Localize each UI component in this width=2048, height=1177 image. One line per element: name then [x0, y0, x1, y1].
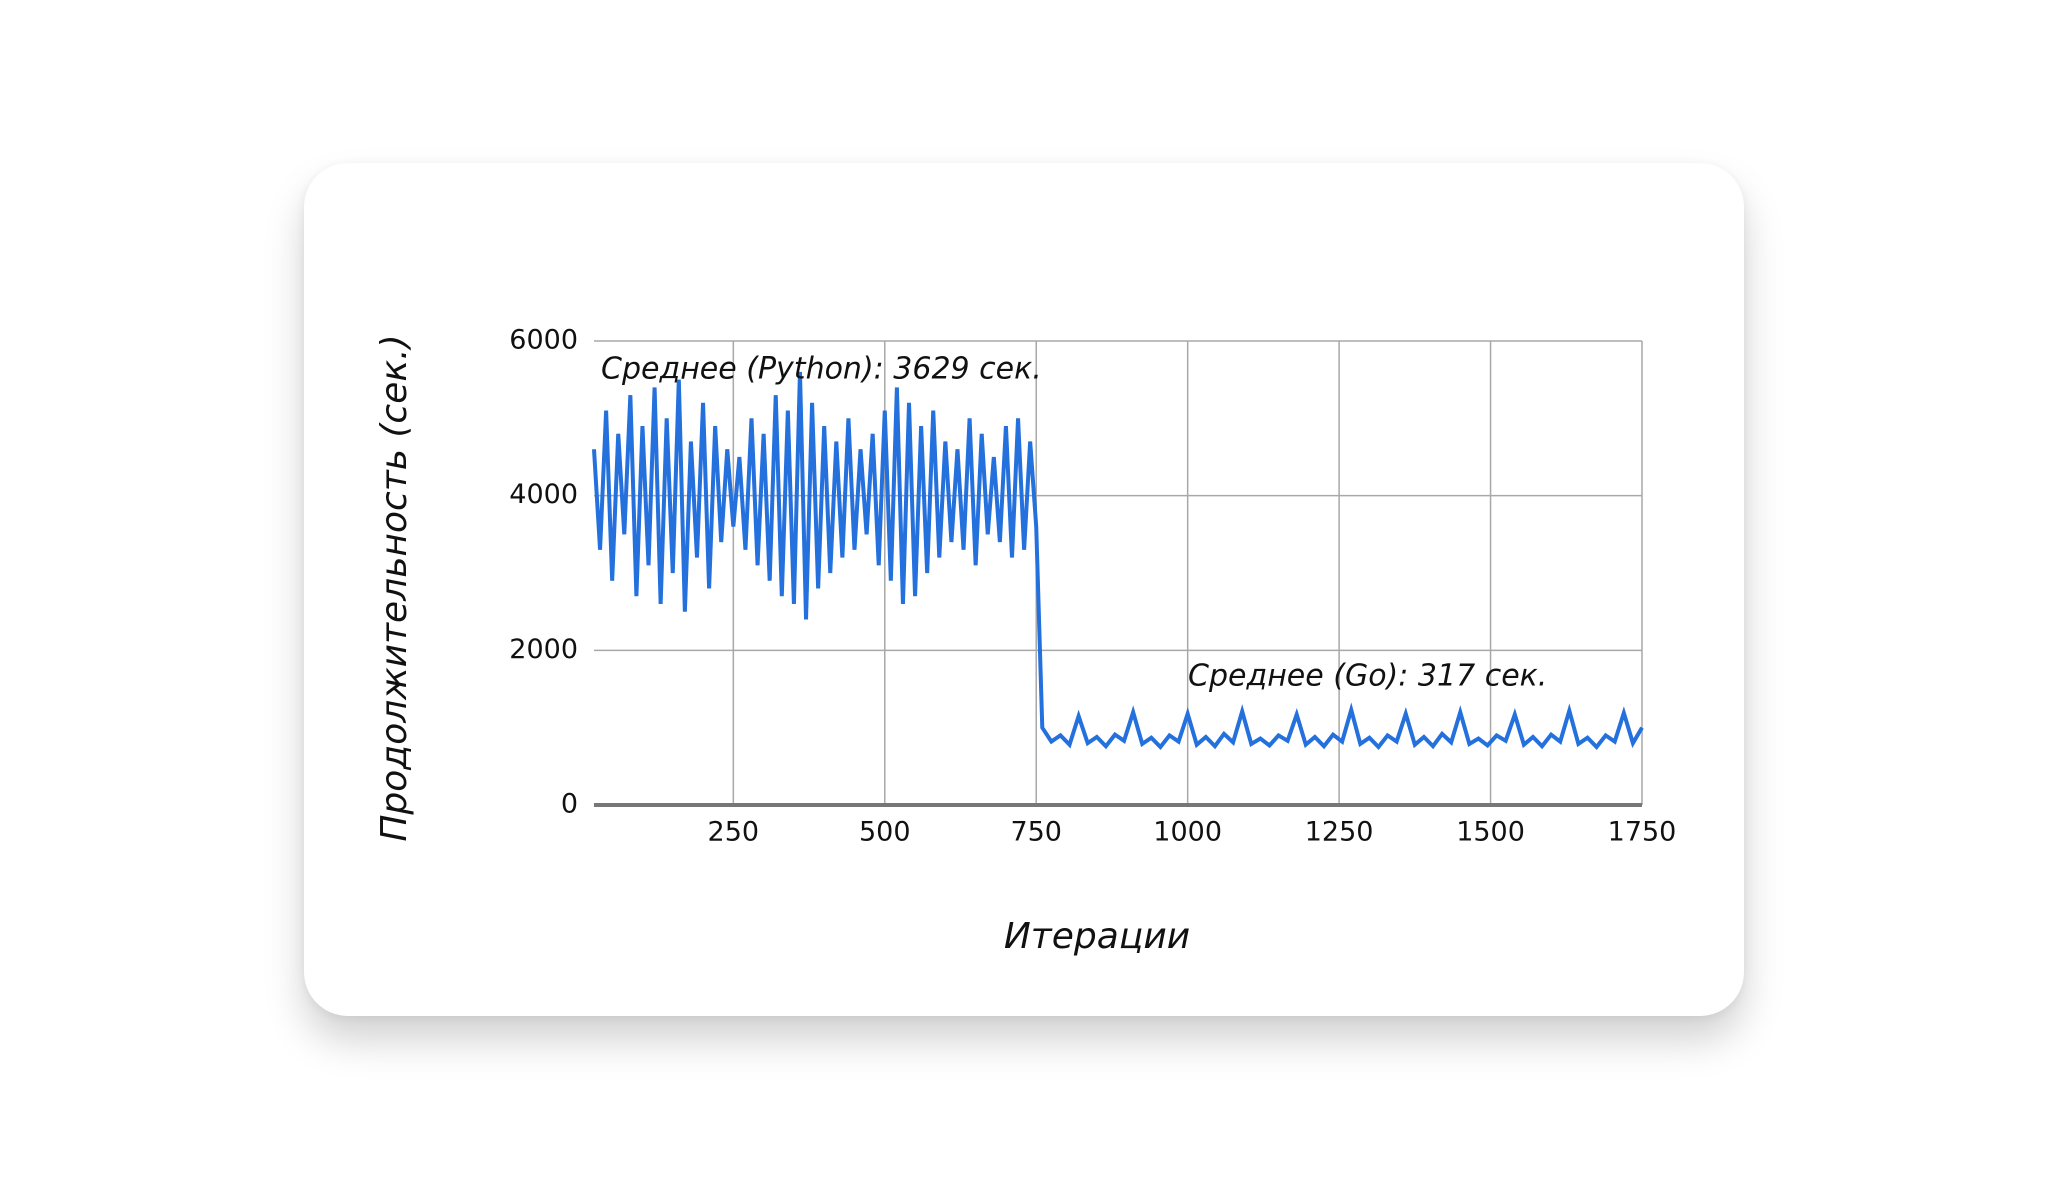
x-tick-label: 500: [859, 817, 911, 848]
y-axis-title: Продолжительность (сек.): [374, 334, 415, 841]
x-tick-label: 1000: [1153, 817, 1222, 848]
annotation: Среднее (Python): 3629 сек.: [601, 352, 1042, 387]
x-tick-label: 750: [1010, 817, 1062, 848]
card: [304, 163, 1744, 1016]
x-tick-label: 1500: [1456, 817, 1525, 848]
x-axis-title: Итерации: [1004, 916, 1190, 957]
y-tick-label: 6000: [509, 325, 578, 356]
x-tick-label: 250: [708, 817, 760, 848]
y-tick-label: 4000: [509, 479, 578, 510]
data-line: [592, 371, 1644, 751]
y-tick-label: 2000: [509, 634, 578, 665]
x-tick-label: 1750: [1608, 817, 1677, 848]
annotation: Среднее (Go): 317 сек.: [1188, 659, 1547, 694]
y-tick-label: 0: [561, 789, 578, 820]
x-tick-label: 1250: [1305, 817, 1374, 848]
